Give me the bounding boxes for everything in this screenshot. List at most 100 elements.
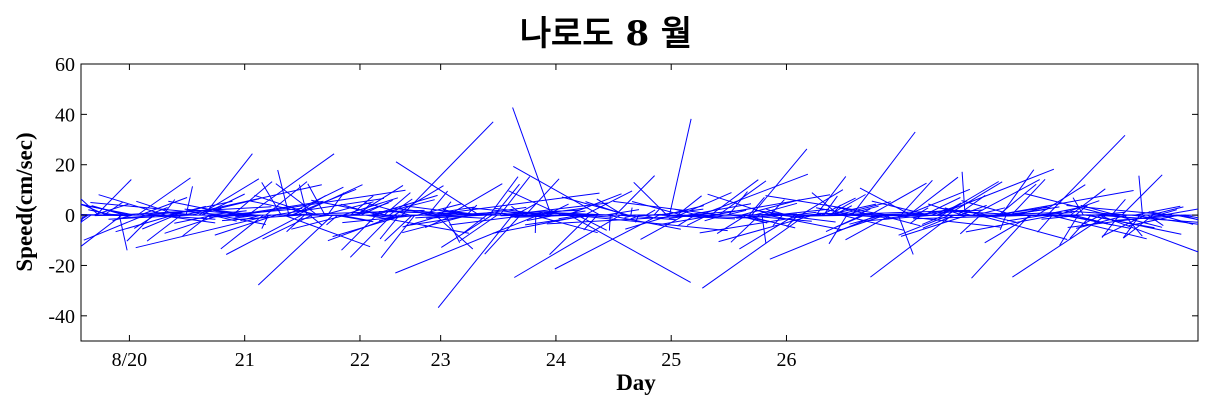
- stick-vector: [751, 148, 808, 216]
- stick-vector: [938, 207, 989, 216]
- stick-vector: [576, 214, 607, 231]
- stick-vector: [613, 200, 721, 216]
- x-tick-label: 8/20: [112, 349, 148, 371]
- stick-vector: [115, 214, 174, 233]
- stick-vector: [923, 197, 961, 216]
- stick-vector: [233, 214, 259, 219]
- stick-vector: [212, 209, 256, 216]
- stick-vector: [995, 190, 1134, 216]
- x-tick-label: 26: [776, 349, 796, 371]
- stick-vector: [1049, 214, 1147, 240]
- stick-vector: [730, 214, 760, 243]
- stick-vector: [1064, 210, 1130, 216]
- stick-vector: [232, 181, 273, 216]
- stick-vector: [1101, 214, 1120, 238]
- stick-vector: [736, 214, 786, 219]
- stick-vector: [395, 161, 480, 216]
- stick-vector: [380, 214, 416, 259]
- stick-vector: [936, 168, 1055, 216]
- stick-vector: [1012, 214, 1107, 278]
- stick-vector: [525, 178, 560, 216]
- stick-vector: [90, 202, 225, 216]
- stick-vector: [512, 107, 552, 216]
- stick-vector: [534, 215, 537, 234]
- stick-vector: [80, 214, 92, 223]
- stick-vector: [640, 214, 686, 240]
- stick-vector: [972, 179, 1040, 216]
- stick-vector: [214, 214, 277, 236]
- stick-vector: [646, 209, 656, 216]
- stick-vector: [728, 191, 748, 216]
- stick-vector: [704, 214, 724, 222]
- stick-vector: [1041, 214, 1081, 220]
- stick-vector: [142, 214, 177, 230]
- y-tick-label: 40: [55, 104, 75, 126]
- stick-vector: [1114, 214, 1163, 228]
- stick-vector: [514, 214, 621, 278]
- stick-vector: [184, 208, 251, 216]
- stick-vector: [605, 209, 640, 216]
- stick-vector: [508, 190, 562, 216]
- stick-vector: [615, 175, 655, 216]
- stick-vector: [977, 214, 1068, 240]
- stick-vector: [1047, 134, 1126, 216]
- stick-vector: [860, 214, 935, 222]
- stick-vector: [713, 194, 831, 216]
- stick-vector: [961, 171, 966, 216]
- stick-vector: [378, 211, 508, 216]
- stick-vector: [164, 214, 220, 234]
- stick-vector: [350, 195, 374, 216]
- stick-vector: [307, 183, 326, 216]
- stick-vector: [835, 214, 865, 228]
- stick-vector: [736, 214, 768, 224]
- stick-vector: [869, 182, 927, 216]
- stick-vector: [833, 206, 873, 216]
- plot-frame: [80, 63, 1199, 342]
- stick-vector: [384, 214, 413, 242]
- x-axis-label: Day: [616, 370, 656, 395]
- stick-vector: [898, 214, 950, 236]
- stick-vector: [1123, 214, 1154, 239]
- stick-vector: [718, 214, 814, 243]
- stick-vector: [870, 214, 953, 278]
- stick-vector: [240, 214, 261, 222]
- stick-vector: [1127, 214, 1179, 227]
- stick-vector: [905, 188, 971, 216]
- y-tick-label: 20: [55, 155, 75, 177]
- stick-vector: [80, 214, 89, 221]
- x-axis-ticks: 8/20 21 22 23 24 25 26: [112, 64, 796, 371]
- stick-vector: [203, 153, 253, 216]
- stick-vector: [392, 207, 457, 216]
- stick-vector: [427, 190, 448, 216]
- stick-vector: [700, 173, 809, 216]
- stick-vector: [311, 199, 387, 216]
- stick-vector: [1076, 214, 1128, 229]
- stick-vector: [298, 184, 308, 216]
- stick-vector: [525, 214, 593, 226]
- stick-vector: [971, 214, 1030, 279]
- stick-vector: [1121, 174, 1163, 216]
- x-tick-label: 21: [235, 349, 255, 371]
- stick-vector: [445, 214, 461, 243]
- stick-vector: [653, 208, 661, 216]
- stick-vector: [80, 198, 100, 216]
- stick-vector: [1111, 198, 1126, 216]
- stick-vector: [999, 214, 1007, 230]
- chart-title: 나로도 8 월: [519, 14, 693, 54]
- stick-vector: [748, 196, 765, 216]
- stick-vector: [699, 214, 811, 234]
- stick-vector: [103, 201, 124, 216]
- stick-vector: [388, 198, 413, 216]
- stick-vector: [739, 214, 796, 250]
- stick-vector: [360, 199, 393, 216]
- stick-vector: [247, 153, 335, 216]
- stick-vector: [1070, 188, 1106, 216]
- stick-vector: [147, 207, 168, 216]
- stick-vector: [928, 203, 963, 216]
- y-tick-label: -20: [48, 255, 75, 277]
- stick-vector: [608, 215, 611, 231]
- stick-vector: [225, 214, 303, 255]
- stick-vector: [946, 181, 1003, 216]
- stick-vector: [1036, 184, 1086, 216]
